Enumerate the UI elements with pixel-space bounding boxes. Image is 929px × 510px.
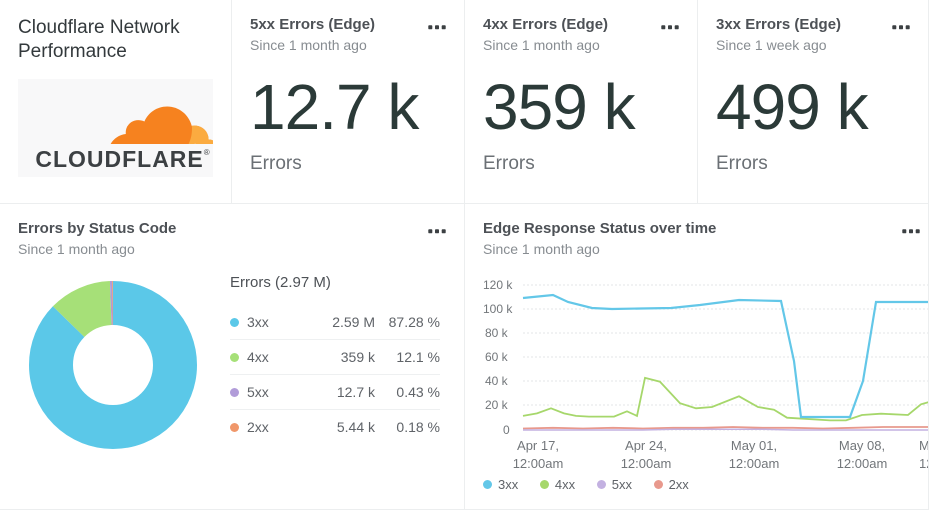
svg-text:100 k: 100 k	[483, 302, 513, 316]
svg-text:0: 0	[503, 423, 510, 437]
svg-text:20 k: 20 k	[485, 398, 509, 412]
svg-text:120 k: 120 k	[483, 278, 513, 292]
svg-text:40 k: 40 k	[485, 374, 509, 388]
svg-text:80 k: 80 k	[485, 326, 509, 340]
svg-text:60 k: 60 k	[485, 350, 509, 364]
